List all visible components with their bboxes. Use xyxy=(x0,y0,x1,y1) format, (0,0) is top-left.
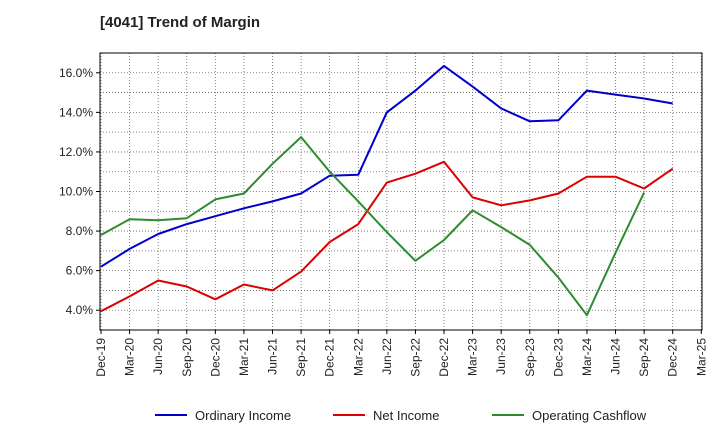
y-tick-label: 10.0% xyxy=(59,185,93,199)
x-tick-label: Sep-21 xyxy=(294,338,308,377)
x-tick-label: Dec-23 xyxy=(551,338,565,377)
legend-label-operating-cashflow: Operating Cashflow xyxy=(532,408,647,423)
x-tick-label: Jun-22 xyxy=(380,338,394,375)
legend-label-net-income: Net Income xyxy=(373,408,439,423)
y-tick-label: 8.0% xyxy=(66,224,94,238)
x-tick-label: Sep-20 xyxy=(180,338,194,377)
y-axis: 4.0% 6.0% 8.0% 10.0% 12.0% 14.0% 16.0% xyxy=(59,66,100,317)
chart-title: [4041] Trend of Margin xyxy=(100,14,261,31)
x-tick-label: Dec-20 xyxy=(208,338,222,377)
y-tick-label: 14.0% xyxy=(59,105,93,119)
x-tick-label: Sep-23 xyxy=(523,338,537,377)
legend-label-ordinary-income: Ordinary Income xyxy=(195,408,291,423)
x-tick-label: Mar-24 xyxy=(580,338,594,376)
x-tick-label: Mar-23 xyxy=(466,338,480,376)
x-tick-label: Dec-19 xyxy=(94,338,108,377)
legend: Ordinary Income Net Income Operating Cashf… xyxy=(155,408,647,423)
x-tick-label: Jun-23 xyxy=(494,338,508,375)
series-line-net-income xyxy=(100,160,674,313)
x-tick-label: Sep-24 xyxy=(637,338,651,377)
series-line-operating-cashflow xyxy=(100,136,646,317)
x-axis: Dec-19 Mar-20 Jun-20 Sep-20 Dec-20 Mar-21 Jun-… xyxy=(94,330,708,377)
x-tick-label: Sep-22 xyxy=(408,338,422,377)
x-tick-label: Dec-22 xyxy=(437,338,451,377)
series-lines xyxy=(100,64,674,317)
x-tick-label: Jun-24 xyxy=(609,338,623,375)
y-tick-label: 4.0% xyxy=(66,303,94,317)
y-tick-label: 6.0% xyxy=(66,264,94,278)
series-line-ordinary-income xyxy=(100,64,673,268)
x-tick-label: Jun-21 xyxy=(266,338,280,375)
x-tick-label: Dec-24 xyxy=(666,338,680,377)
y-tick-label: 12.0% xyxy=(59,145,93,159)
x-tick-label: Mar-22 xyxy=(351,338,365,376)
x-tick-label: Mar-20 xyxy=(123,338,137,376)
x-tick-label: Mar-21 xyxy=(237,338,251,376)
x-tick-label: Jun-20 xyxy=(151,338,165,375)
x-tick-label: Mar-25 xyxy=(694,338,708,376)
x-tick-label: Dec-21 xyxy=(323,338,337,377)
y-tick-label: 16.0% xyxy=(59,66,93,80)
